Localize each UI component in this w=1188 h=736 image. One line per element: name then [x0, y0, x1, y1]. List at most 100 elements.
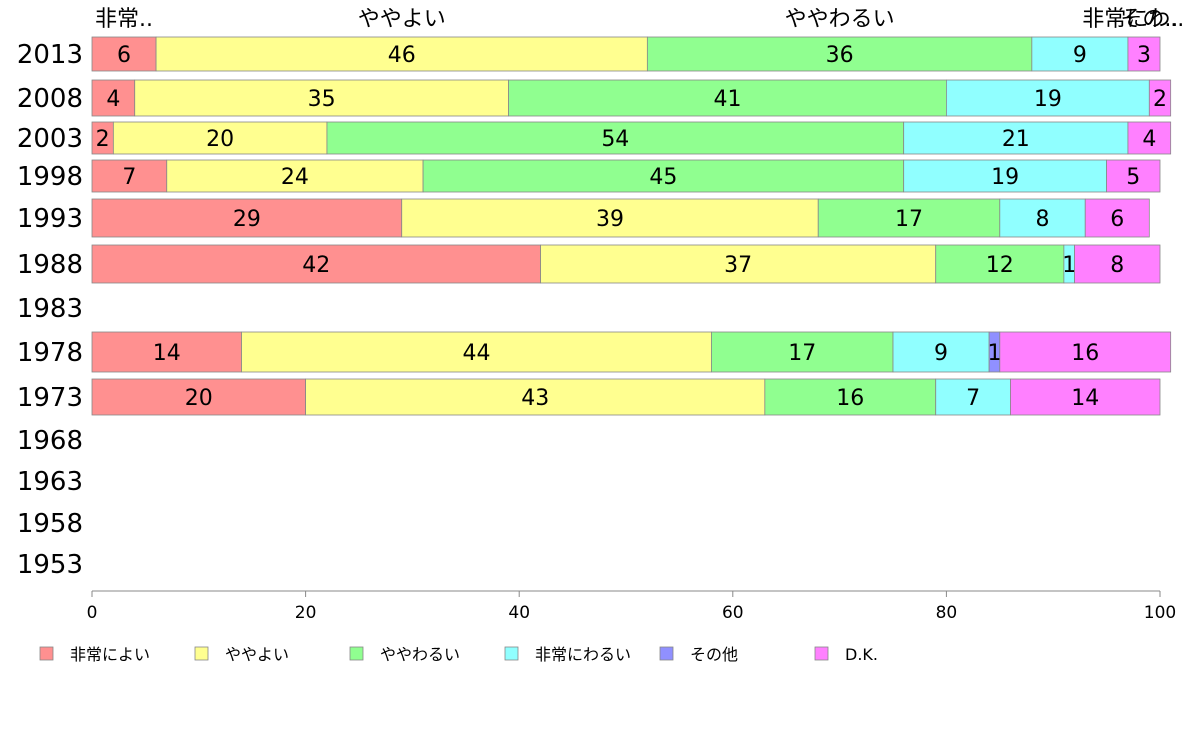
data-label-1978-series-2: 17: [788, 341, 816, 366]
year-label-1993: 1993: [17, 204, 83, 234]
data-label-1988-series-3: 1: [1062, 253, 1076, 278]
data-label-2003-series-5: 4: [1142, 127, 1156, 152]
year-label-2008: 2008: [17, 84, 83, 114]
data-label-1993-series-5: 6: [1110, 207, 1124, 232]
bar-1988-series-1: [540, 244, 937, 284]
legend-label-1: ややよい: [225, 645, 289, 664]
bar-1998-series-5: [1106, 159, 1161, 193]
bar-1993-series-2: [817, 198, 1001, 238]
bar-2003-series-5: [1127, 121, 1172, 155]
data-label-2003-series-0: 2: [96, 127, 110, 152]
bar-2003-series-2: [326, 121, 905, 155]
data-label-1993-series-0: 29: [233, 207, 261, 232]
bar-1988-series-5: [1074, 244, 1161, 284]
bar-2008-series-0: [91, 79, 136, 117]
year-label-1968: 1968: [17, 426, 83, 456]
bar-1978-series-5: [999, 331, 1172, 373]
series-top-label-2: ややわるい: [785, 7, 895, 32]
data-label-1998-series-5: 5: [1126, 165, 1140, 190]
data-label-1973-series-2: 16: [836, 386, 864, 411]
data-label-2013-series-3: 9: [1073, 43, 1087, 68]
bar-2013-series-3: [1031, 36, 1129, 72]
legend-swatch-0: [39, 646, 54, 661]
year-label-1958: 1958: [17, 509, 83, 539]
data-label-1988-series-1: 37: [724, 253, 752, 278]
legend: 非常によい ややよい ややわるい 非常にわるい その他 D.K.: [39, 645, 878, 664]
series-top-label-3: 非常にわ..: [1082, 7, 1184, 32]
series-top-label-4: その..: [1120, 7, 1178, 32]
bar-1998-series-3: [903, 159, 1107, 193]
legend-label-2: ややわるい: [380, 645, 460, 664]
legend-label-4: その他: [690, 645, 738, 664]
data-label-1998-series-0: 7: [122, 165, 136, 190]
legend-swatch-5: [814, 646, 829, 661]
bar-1993-series-5: [1084, 198, 1150, 238]
year-label-2003: 2003: [17, 124, 83, 154]
legend-label-5: D.K.: [845, 645, 878, 664]
data-label-1978-series-1: 44: [462, 341, 490, 366]
legend-swatch-4: [659, 646, 674, 661]
year-label-1978: 1978: [17, 338, 83, 368]
x-tick-label-100: 100: [1144, 603, 1176, 623]
bar-1993-series-3: [999, 198, 1086, 238]
legend-swatch-2: [349, 646, 364, 661]
data-label-1978-series-4: 1: [987, 341, 1001, 366]
bar-1978-series-3: [892, 331, 990, 373]
bar-2008-series-2: [508, 79, 947, 117]
data-label-1978-series-5: 16: [1071, 341, 1099, 366]
data-label-1978-series-3: 9: [934, 341, 948, 366]
bar-1973-series-3: [935, 378, 1011, 416]
bar-1978-series-1: [241, 331, 712, 373]
data-label-2008-series-5: 2: [1153, 87, 1167, 112]
bar-2003-series-1: [112, 121, 328, 155]
legend-label-3: 非常にわるい: [535, 645, 631, 664]
year-label-1983: 1983: [17, 294, 83, 324]
data-label-1998-series-3: 19: [991, 165, 1019, 190]
data-label-1988-series-5: 8: [1110, 253, 1124, 278]
x-tick-label-20: 20: [295, 603, 317, 623]
year-label-1963: 1963: [17, 467, 83, 497]
data-label-1973-series-1: 43: [521, 386, 549, 411]
legend-label-0: 非常によい: [70, 645, 150, 664]
bar-2013-series-1: [155, 36, 648, 72]
bar-1998-series-2: [422, 159, 905, 193]
year-label-2013: 2013: [17, 40, 83, 70]
bar-2008-series-5: [1148, 79, 1172, 117]
bar-2013-series-5: [1127, 36, 1161, 72]
bar-1973-series-1: [305, 378, 766, 416]
data-label-2013-series-1: 46: [388, 43, 416, 68]
x-tick-label-60: 60: [722, 603, 744, 623]
data-label-2013-series-5: 3: [1137, 43, 1151, 68]
data-label-2003-series-3: 21: [1002, 127, 1030, 152]
data-label-2008-series-1: 35: [308, 87, 336, 112]
bar-1973-series-0: [91, 378, 307, 416]
year-label-1973: 1973: [17, 383, 83, 413]
year-label-1988: 1988: [17, 250, 83, 280]
data-label-2008-series-3: 19: [1034, 87, 1062, 112]
data-label-1993-series-2: 17: [895, 207, 923, 232]
bar-2013-series-0: [91, 36, 157, 72]
legend-swatch-1: [194, 646, 209, 661]
data-label-2008-series-0: 4: [106, 87, 120, 112]
data-label-2003-series-2: 54: [601, 127, 629, 152]
bar-1973-series-5: [1010, 378, 1161, 416]
bars: 6 46 36 9 34 35 41 19 22 20 54 21 47 24 45 19 529 39 17 8 64…: [91, 36, 1172, 416]
bar-2013-series-2: [646, 36, 1033, 72]
data-label-1998-series-1: 24: [281, 165, 309, 190]
bar-1978-series-2: [711, 331, 894, 373]
data-label-1993-series-3: 8: [1036, 207, 1050, 232]
data-label-1988-series-0: 42: [302, 253, 330, 278]
legend-swatch-3: [504, 646, 519, 661]
data-label-1973-series-0: 20: [185, 386, 213, 411]
x-tick-label-40: 40: [508, 603, 530, 623]
year-labels: 2013 2008 2003 1998 1993 1988 1983 1978 1973 1968…: [17, 40, 83, 580]
bar-1978-series-0: [91, 331, 242, 373]
year-label-1998: 1998: [17, 162, 83, 192]
data-label-2008-series-2: 41: [713, 87, 741, 112]
data-label-1998-series-2: 45: [649, 165, 677, 190]
series-top-label-0: 非常..: [95, 7, 153, 32]
bar-1993-series-0: [91, 198, 403, 238]
bar-1988-series-0: [91, 244, 541, 284]
x-axis: 0 20 40 60 80 100: [87, 590, 1176, 623]
